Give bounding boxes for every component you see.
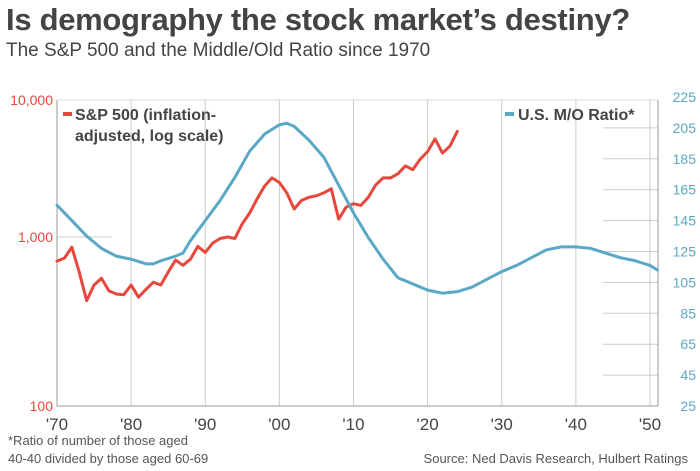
x-tick-label: '70 (46, 415, 68, 434)
axes: '70 '80 '90 '00 '10 '20 '30 '40 '50 225 205 185 165 1… (10, 89, 696, 434)
left-axis-tick-label: 10,000 (10, 92, 53, 108)
right-axis-tick-label: 125 (673, 244, 697, 260)
legend-label-sp500-line1: S&P 500 (inflation- (75, 107, 216, 124)
right-axis-tick-label: 225 (673, 89, 697, 105)
x-tick-label: '40 (565, 415, 587, 434)
x-tick-label: '20 (417, 415, 439, 434)
legend-label-mo-ratio: U.S. M/O Ratio* (518, 107, 635, 124)
x-tick-label: '80 (120, 415, 142, 434)
legend-label-sp500-line2: adjusted, log scale) (75, 128, 223, 145)
chart-title: Is demography the stock market’s destiny… (6, 2, 630, 37)
left-axis-tick-label: 1,000 (18, 229, 53, 245)
source-note: Source: Ned Davis Research, Hulbert Rati… (423, 451, 688, 466)
right-axis-tick-label: 145 (673, 213, 697, 229)
mo-ratio-line (55, 121, 659, 295)
legend: S&P 500 (inflation-adjusted, log scale) U… (63, 107, 635, 145)
right-axis-tick-label: 205 (673, 120, 697, 136)
chart-subtitle: The S&P 500 and the Middle/Old Ratio sin… (6, 40, 431, 61)
x-tick-label: '10 (342, 415, 364, 434)
right-axis-tick-label: 165 (673, 182, 697, 198)
series-lines (55, 121, 659, 303)
x-tick-label: '00 (268, 415, 290, 434)
x-tick-label: '30 (491, 415, 513, 434)
gridlines (57, 100, 658, 406)
footnote-line-2: 40-40 divided by those aged 60-69 (8, 451, 209, 466)
x-tick-label: '50 (639, 415, 661, 434)
right-axis-tick-label: 185 (673, 151, 697, 167)
right-axis-tick-label: 105 (673, 274, 697, 290)
x-tick-label: '90 (194, 415, 216, 434)
left-axis-tick-label: 100 (30, 398, 54, 414)
right-axis-tick-label: 65 (680, 336, 696, 352)
right-axis-tick-label: 45 (680, 367, 696, 383)
footnote-line-1: *Ratio of number of those aged (8, 433, 188, 448)
right-axis-tick-label: 25 (680, 398, 696, 414)
right-axis-tick-label: 85 (680, 305, 696, 321)
